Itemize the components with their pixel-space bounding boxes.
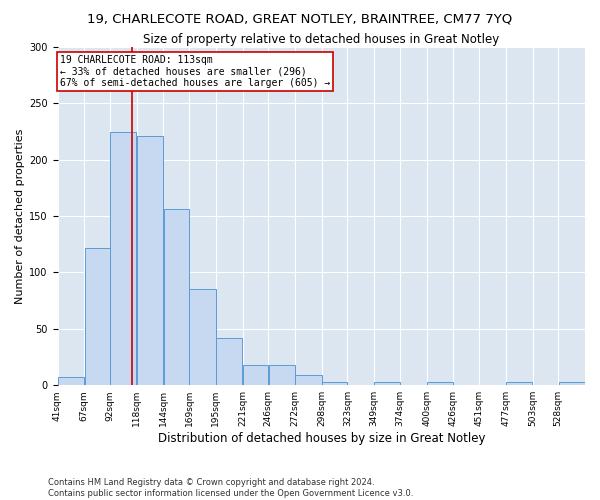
- Bar: [374, 382, 400, 385]
- Bar: [85, 248, 110, 385]
- Bar: [559, 382, 585, 385]
- Bar: [243, 365, 268, 385]
- Bar: [164, 209, 189, 385]
- Title: Size of property relative to detached houses in Great Notley: Size of property relative to detached ho…: [143, 32, 499, 46]
- Bar: [110, 132, 136, 385]
- Text: Contains HM Land Registry data © Crown copyright and database right 2024.
Contai: Contains HM Land Registry data © Crown c…: [48, 478, 413, 498]
- Bar: [506, 382, 532, 385]
- X-axis label: Distribution of detached houses by size in Great Notley: Distribution of detached houses by size …: [158, 432, 485, 445]
- Text: 19 CHARLECOTE ROAD: 113sqm
← 33% of detached houses are smaller (296)
67% of sem: 19 CHARLECOTE ROAD: 113sqm ← 33% of deta…: [59, 54, 330, 88]
- Bar: [295, 375, 322, 385]
- Y-axis label: Number of detached properties: Number of detached properties: [15, 128, 25, 304]
- Text: 19, CHARLECOTE ROAD, GREAT NOTLEY, BRAINTREE, CM77 7YQ: 19, CHARLECOTE ROAD, GREAT NOTLEY, BRAIN…: [88, 12, 512, 26]
- Bar: [322, 382, 347, 385]
- Bar: [216, 338, 242, 385]
- Bar: [190, 290, 215, 385]
- Bar: [269, 365, 295, 385]
- Bar: [137, 136, 163, 385]
- Bar: [58, 378, 84, 385]
- Bar: [427, 382, 453, 385]
